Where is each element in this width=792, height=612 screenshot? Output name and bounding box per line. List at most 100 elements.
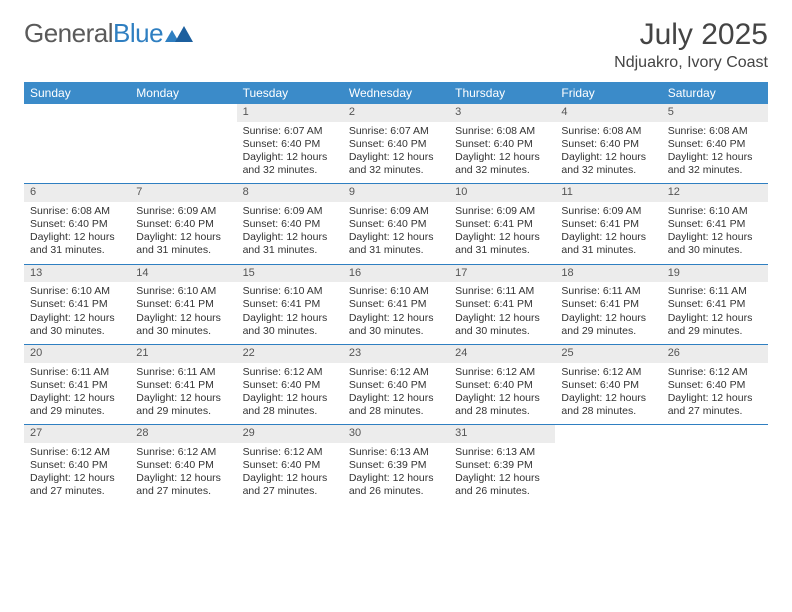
day-cell-11: 11Sunrise: 6:09 AMSunset: 6:41 PMDayligh… (555, 184, 661, 263)
day-number: 24 (449, 345, 555, 363)
day-number: 20 (24, 345, 130, 363)
day-number: 3 (449, 104, 555, 122)
day-number: 9 (343, 184, 449, 202)
day-content: Sunrise: 6:10 AMSunset: 6:41 PMDaylight:… (662, 202, 768, 264)
sunrise-line: Sunrise: 6:12 AM (561, 366, 655, 379)
day-cell-1: 1Sunrise: 6:07 AMSunset: 6:40 PMDaylight… (237, 104, 343, 183)
daylight-line: Daylight: 12 hours and 30 minutes. (30, 312, 124, 338)
sunrise-line: Sunrise: 6:13 AM (455, 446, 549, 459)
daylight-line: Daylight: 12 hours and 30 minutes. (349, 312, 443, 338)
sunset-line: Sunset: 6:41 PM (30, 298, 124, 311)
daylight-line: Daylight: 12 hours and 27 minutes. (668, 392, 762, 418)
daylight-line: Daylight: 12 hours and 26 minutes. (349, 472, 443, 498)
day-number: 10 (449, 184, 555, 202)
sunrise-line: Sunrise: 6:09 AM (349, 205, 443, 218)
day-number: 8 (237, 184, 343, 202)
sunrise-line: Sunrise: 6:07 AM (349, 125, 443, 138)
daylight-line: Daylight: 12 hours and 30 minutes. (668, 231, 762, 257)
day-content: Sunrise: 6:11 AMSunset: 6:41 PMDaylight:… (662, 282, 768, 344)
sunset-line: Sunset: 6:41 PM (243, 298, 337, 311)
day-content: Sunrise: 6:09 AMSunset: 6:40 PMDaylight:… (130, 202, 236, 264)
day-cell-9: 9Sunrise: 6:09 AMSunset: 6:40 PMDaylight… (343, 184, 449, 263)
sunset-line: Sunset: 6:40 PM (243, 218, 337, 231)
day-content: Sunrise: 6:09 AMSunset: 6:40 PMDaylight:… (237, 202, 343, 264)
day-content: Sunrise: 6:12 AMSunset: 6:40 PMDaylight:… (343, 363, 449, 425)
day-cell-4: 4Sunrise: 6:08 AMSunset: 6:40 PMDaylight… (555, 104, 661, 183)
sunrise-line: Sunrise: 6:12 AM (668, 366, 762, 379)
daylight-line: Daylight: 12 hours and 28 minutes. (561, 392, 655, 418)
daylight-line: Daylight: 12 hours and 29 minutes. (30, 392, 124, 418)
sunrise-line: Sunrise: 6:12 AM (455, 366, 549, 379)
daylight-line: Daylight: 12 hours and 28 minutes. (455, 392, 549, 418)
day-content: Sunrise: 6:11 AMSunset: 6:41 PMDaylight:… (24, 363, 130, 425)
day-content: Sunrise: 6:10 AMSunset: 6:41 PMDaylight:… (343, 282, 449, 344)
day-content: Sunrise: 6:13 AMSunset: 6:39 PMDaylight:… (343, 443, 449, 505)
weekday-saturday: Saturday (662, 82, 768, 104)
day-cell-17: 17Sunrise: 6:11 AMSunset: 6:41 PMDayligh… (449, 265, 555, 344)
weekday-tuesday: Tuesday (237, 82, 343, 104)
day-cell-27: 27Sunrise: 6:12 AMSunset: 6:40 PMDayligh… (24, 425, 130, 504)
sunset-line: Sunset: 6:40 PM (243, 379, 337, 392)
day-cell-2: 2Sunrise: 6:07 AMSunset: 6:40 PMDaylight… (343, 104, 449, 183)
day-content: Sunrise: 6:08 AMSunset: 6:40 PMDaylight:… (449, 122, 555, 184)
sunset-line: Sunset: 6:40 PM (243, 459, 337, 472)
sunset-line: Sunset: 6:41 PM (455, 298, 549, 311)
sunrise-line: Sunrise: 6:09 AM (455, 205, 549, 218)
daylight-line: Daylight: 12 hours and 31 minutes. (455, 231, 549, 257)
sunrise-line: Sunrise: 6:13 AM (349, 446, 443, 459)
day-number: 16 (343, 265, 449, 283)
day-content: Sunrise: 6:07 AMSunset: 6:40 PMDaylight:… (343, 122, 449, 184)
day-cell-empty (24, 104, 130, 183)
sunrise-line: Sunrise: 6:10 AM (243, 285, 337, 298)
sunset-line: Sunset: 6:41 PM (136, 379, 230, 392)
day-cell-16: 16Sunrise: 6:10 AMSunset: 6:41 PMDayligh… (343, 265, 449, 344)
weekday-wednesday: Wednesday (343, 82, 449, 104)
day-cell-3: 3Sunrise: 6:08 AMSunset: 6:40 PMDaylight… (449, 104, 555, 183)
day-content: Sunrise: 6:07 AMSunset: 6:40 PMDaylight:… (237, 122, 343, 184)
day-content: Sunrise: 6:09 AMSunset: 6:41 PMDaylight:… (449, 202, 555, 264)
page-subtitle: Ndjuakro, Ivory Coast (614, 54, 768, 72)
day-number: 21 (130, 345, 236, 363)
day-content: Sunrise: 6:13 AMSunset: 6:39 PMDaylight:… (449, 443, 555, 505)
sunrise-line: Sunrise: 6:10 AM (30, 285, 124, 298)
sunset-line: Sunset: 6:41 PM (349, 298, 443, 311)
day-number: 5 (662, 104, 768, 122)
day-content: Sunrise: 6:08 AMSunset: 6:40 PMDaylight:… (662, 122, 768, 184)
day-content: Sunrise: 6:12 AMSunset: 6:40 PMDaylight:… (24, 443, 130, 505)
sunrise-line: Sunrise: 6:12 AM (136, 446, 230, 459)
day-number: 25 (555, 345, 661, 363)
day-content: Sunrise: 6:12 AMSunset: 6:40 PMDaylight:… (130, 443, 236, 505)
sunset-line: Sunset: 6:40 PM (349, 138, 443, 151)
sunrise-line: Sunrise: 6:10 AM (668, 205, 762, 218)
sunset-line: Sunset: 6:40 PM (668, 138, 762, 151)
daylight-line: Daylight: 12 hours and 26 minutes. (455, 472, 549, 498)
daylight-line: Daylight: 12 hours and 31 minutes. (243, 231, 337, 257)
logo: GeneralBlue (24, 18, 195, 49)
daylight-line: Daylight: 12 hours and 28 minutes. (349, 392, 443, 418)
day-number: 2 (343, 104, 449, 122)
calendar-grid: 1Sunrise: 6:07 AMSunset: 6:40 PMDaylight… (24, 104, 768, 504)
day-content: Sunrise: 6:10 AMSunset: 6:41 PMDaylight:… (130, 282, 236, 344)
day-cell-6: 6Sunrise: 6:08 AMSunset: 6:40 PMDaylight… (24, 184, 130, 263)
sunrise-line: Sunrise: 6:11 AM (30, 366, 124, 379)
sunrise-line: Sunrise: 6:12 AM (243, 446, 337, 459)
title-block: July 2025 Ndjuakro, Ivory Coast (614, 18, 768, 72)
day-cell-10: 10Sunrise: 6:09 AMSunset: 6:41 PMDayligh… (449, 184, 555, 263)
page-title: July 2025 (614, 18, 768, 52)
day-content: Sunrise: 6:09 AMSunset: 6:41 PMDaylight:… (555, 202, 661, 264)
daylight-line: Daylight: 12 hours and 31 minutes. (30, 231, 124, 257)
daylight-line: Daylight: 12 hours and 27 minutes. (136, 472, 230, 498)
sunrise-line: Sunrise: 6:11 AM (136, 366, 230, 379)
week-row: 6Sunrise: 6:08 AMSunset: 6:40 PMDaylight… (24, 183, 768, 263)
sunset-line: Sunset: 6:41 PM (561, 298, 655, 311)
day-cell-12: 12Sunrise: 6:10 AMSunset: 6:41 PMDayligh… (662, 184, 768, 263)
calendar: SundayMondayTuesdayWednesdayThursdayFrid… (24, 82, 768, 504)
sunset-line: Sunset: 6:40 PM (349, 218, 443, 231)
sunrise-line: Sunrise: 6:09 AM (561, 205, 655, 218)
day-cell-13: 13Sunrise: 6:10 AMSunset: 6:41 PMDayligh… (24, 265, 130, 344)
day-number: 1 (237, 104, 343, 122)
sunrise-line: Sunrise: 6:08 AM (30, 205, 124, 218)
day-cell-empty (130, 104, 236, 183)
sunrise-line: Sunrise: 6:10 AM (349, 285, 443, 298)
day-content: Sunrise: 6:08 AMSunset: 6:40 PMDaylight:… (555, 122, 661, 184)
